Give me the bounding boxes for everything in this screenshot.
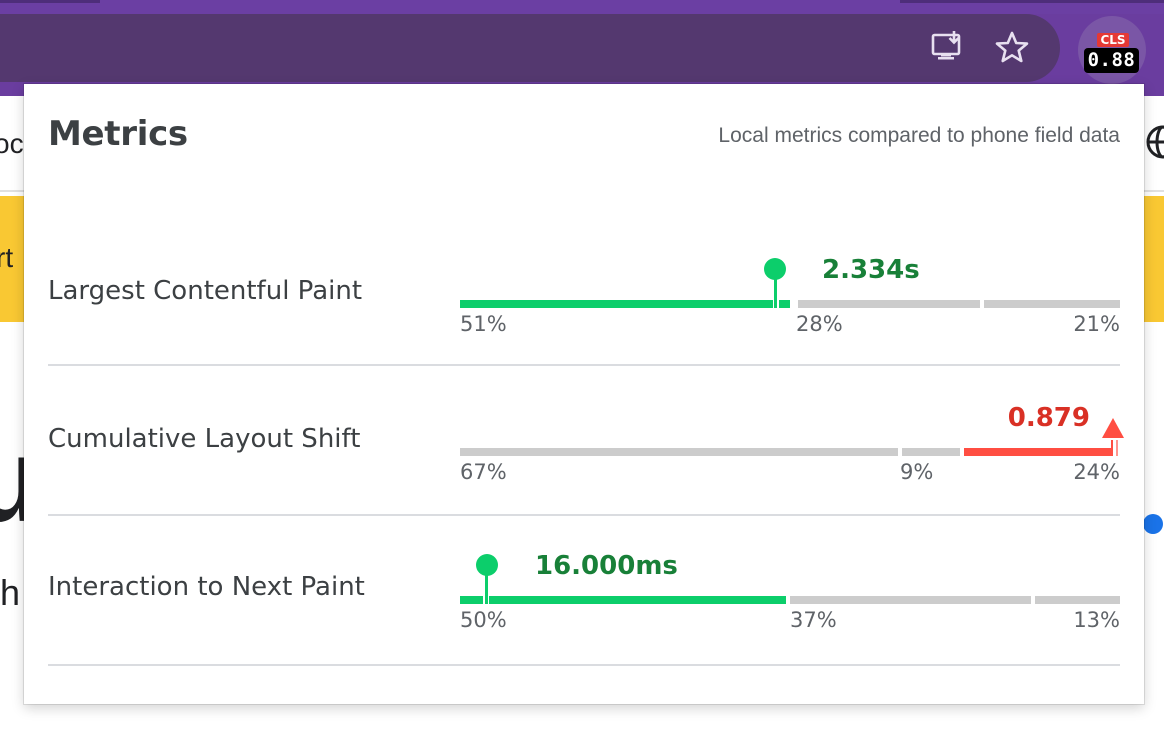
bookmark-star-icon[interactable] [994,30,1030,66]
pct-needs-improvement: 37% [790,608,837,632]
value-marker-stem [774,278,777,308]
pct-good: 67% [460,460,507,484]
address-bar[interactable] [0,14,1060,82]
value-marker-pin [764,258,786,280]
bar-segment-needs-improvement [790,596,1031,604]
bar-segment-poor [984,300,1120,308]
page-text-fragment: th [0,572,21,613]
metric-row-lcp: Largest Contentful Paint 2.334s 51% 28% … [48,216,1120,366]
metric-value: 16.000ms [535,551,678,581]
install-app-icon[interactable] [930,30,966,66]
metric-row-inp: Interaction to Next Paint 16.000ms 50% 3… [48,516,1120,666]
metric-name: Cumulative Layout Shift [48,424,361,454]
distribution-bar: 16.000ms 50% 37% 13% [460,551,1120,744]
off-scale-arrow-icon [1102,418,1124,438]
browser-toolbar: CLS 0.88 [0,0,1164,96]
metric-value: 0.879 [1007,403,1090,433]
pct-poor: 13% [1073,608,1120,632]
metric-name: Largest Contentful Paint [48,276,363,306]
pct-poor: 24% [1073,460,1120,484]
value-marker-stem [485,574,488,604]
bar-segment-needs-improvement [902,448,960,456]
page-indicator-dot [1143,514,1163,534]
page-text-fragment: rt [0,242,14,273]
bar-segment-good [460,300,790,308]
bar-segment-good [460,448,898,456]
value-marker-stem [1116,440,1118,456]
tab-edge [900,0,1164,3]
tab-strip [0,0,1164,14]
pct-needs-improvement: 9% [900,460,934,484]
globe-icon [1143,122,1164,162]
bar-segment-good [460,596,786,604]
bar-segment-poor [964,448,1112,456]
value-marker-pin [476,554,498,576]
value-marker-stem [1111,440,1113,456]
pct-poor: 21% [1073,312,1120,336]
pct-good: 51% [460,312,507,336]
distribution-bar: 0.879 67% 9% 24% [460,403,1124,596]
bar-segment-poor [1035,596,1120,604]
metric-row-cls: Cumulative Layout Shift 0.879 67% 9% 24% [48,366,1124,516]
distribution-bar: 2.334s 51% 28% 21% [460,255,1120,448]
tab-edge [0,0,100,3]
extension-badge-label: CLS [1097,33,1129,47]
pct-good: 50% [460,608,507,632]
pct-needs-improvement: 28% [796,312,843,336]
popup-title: Metrics [48,114,188,154]
extension-badge-value: 0.88 [1084,48,1139,73]
metric-value: 2.334s [822,255,920,285]
metric-name: Interaction to Next Paint [48,572,365,602]
popup-subtitle: Local metrics compared to phone field da… [718,124,1120,147]
bar-segment-needs-improvement [798,300,980,308]
page-text-fragment: oc [0,128,24,159]
metrics-popup: Metrics Local metrics compared to phone … [24,84,1144,704]
